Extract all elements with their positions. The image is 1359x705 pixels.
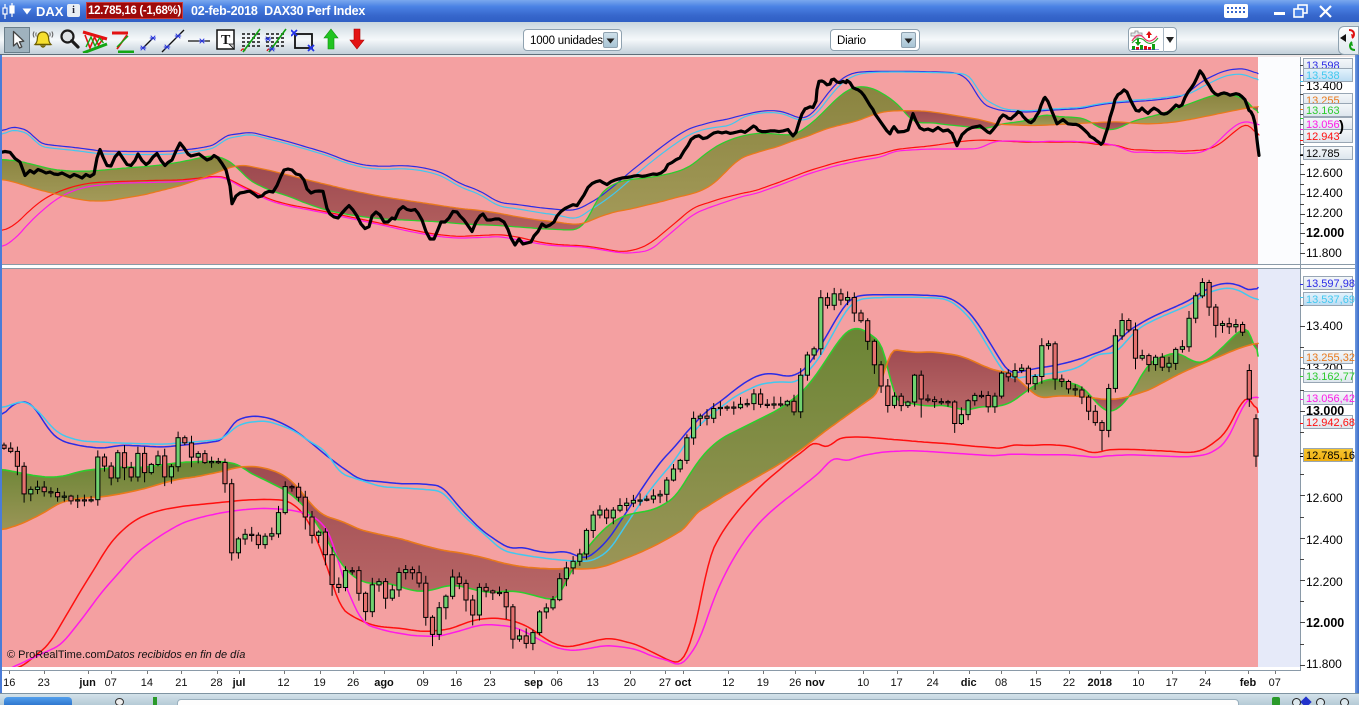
svg-text:© ProRealTime.com: © ProRealTime.com xyxy=(7,649,106,661)
svg-text:Datos recibidos en fin de día: Datos recibidos en fin de día xyxy=(106,649,245,661)
svg-text:T: T xyxy=(221,33,231,48)
